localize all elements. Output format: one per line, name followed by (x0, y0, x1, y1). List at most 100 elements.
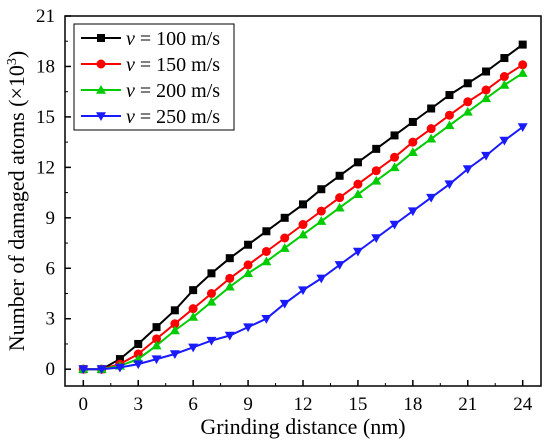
data-point (335, 171, 344, 180)
y-tick-label: 3 (46, 309, 56, 330)
data-point (169, 350, 180, 360)
legend-label-var: v (126, 54, 135, 76)
data-point (353, 158, 362, 167)
data-point (298, 220, 308, 230)
data-point (189, 286, 198, 295)
x-tick-label: 6 (188, 394, 198, 415)
data-point (151, 355, 162, 365)
data-point (408, 137, 418, 147)
data-point (353, 179, 363, 189)
data-point (408, 117, 417, 126)
data-point (279, 299, 290, 309)
data-point (280, 213, 289, 222)
x-tick-label: 24 (513, 394, 533, 415)
data-point (334, 202, 345, 212)
data-point (261, 314, 272, 324)
data-point (243, 323, 254, 333)
series-2 (78, 68, 528, 373)
x-tick-label: 3 (133, 394, 143, 415)
data-point (262, 227, 271, 236)
data-point (517, 68, 528, 77)
legend-entry: v = 150 m/s (81, 54, 220, 76)
data-point (299, 200, 307, 209)
y-tick-label: 9 (46, 208, 56, 229)
y-axis-title-sup: 3 (5, 58, 20, 65)
data-point (462, 165, 473, 175)
data-point (188, 343, 199, 353)
data-point (335, 193, 345, 203)
legend-marker (97, 34, 105, 42)
data-point (481, 93, 492, 103)
data-point (188, 312, 199, 321)
legend-label-2: v = 200 m/s (126, 80, 220, 102)
data-point (298, 229, 308, 239)
data-point (463, 79, 472, 88)
legend-label-rest: = 250 m/s (135, 106, 220, 128)
data-point (152, 334, 162, 344)
data-point (481, 151, 492, 161)
data-point (225, 254, 234, 263)
data-point (444, 110, 454, 120)
data-point (427, 104, 436, 113)
data-point (499, 72, 509, 82)
legend-swatch-marker-2 (96, 85, 106, 94)
data-point (426, 133, 437, 143)
legend-swatch-marker-1 (96, 59, 106, 69)
data-point (371, 234, 382, 243)
x-tick-label: 15 (348, 394, 367, 415)
data-point (243, 260, 253, 270)
legend-label-3: v = 250 m/s (126, 106, 220, 128)
data-point (96, 365, 107, 375)
data-point (372, 144, 381, 153)
data-point (481, 85, 491, 95)
data-point (316, 216, 327, 225)
legend-label-var: v (126, 28, 135, 50)
data-point (134, 339, 143, 348)
data-point (243, 268, 254, 278)
x-axis-title: Grinding distance (nm) (200, 414, 405, 439)
y-tick-label: 12 (36, 157, 55, 178)
legend-entry: v = 200 m/s (81, 80, 220, 102)
data-point (169, 325, 180, 335)
legend-label-var: v (126, 80, 135, 102)
data-point (279, 243, 290, 252)
data-point (298, 286, 308, 296)
x-tick-label: 18 (403, 394, 422, 415)
data-point (445, 91, 454, 100)
y-tick-label: 15 (36, 107, 55, 128)
series-3 (78, 123, 528, 375)
y-tick-label: 0 (46, 359, 56, 380)
data-point (518, 60, 528, 70)
legend-label-var: v (126, 106, 135, 128)
data-point (371, 175, 382, 185)
data-point (407, 207, 418, 217)
data-point (352, 247, 363, 257)
data-point (170, 306, 179, 315)
data-point (444, 180, 455, 190)
data-point (352, 189, 363, 199)
data-point (206, 336, 217, 346)
data-point (389, 162, 400, 172)
series-layer (78, 40, 528, 375)
data-point (499, 79, 510, 89)
data-point (280, 233, 290, 243)
data-point (244, 240, 253, 249)
data-point (426, 124, 436, 134)
data-point (206, 296, 217, 306)
data-point (316, 206, 326, 216)
data-point (224, 331, 235, 341)
data-point (500, 54, 509, 63)
data-point (517, 123, 528, 132)
data-point (133, 360, 144, 370)
data-point (462, 106, 473, 116)
data-point (188, 304, 198, 314)
legend-marker (96, 59, 106, 69)
data-point (407, 147, 418, 156)
data-point (225, 273, 235, 283)
legend-label-0: v = 100 m/s (126, 28, 220, 50)
x-tick-label: 9 (243, 394, 253, 415)
data-point (261, 256, 272, 266)
data-point (317, 185, 326, 194)
data-point (152, 323, 161, 332)
legend-marker (96, 85, 106, 94)
